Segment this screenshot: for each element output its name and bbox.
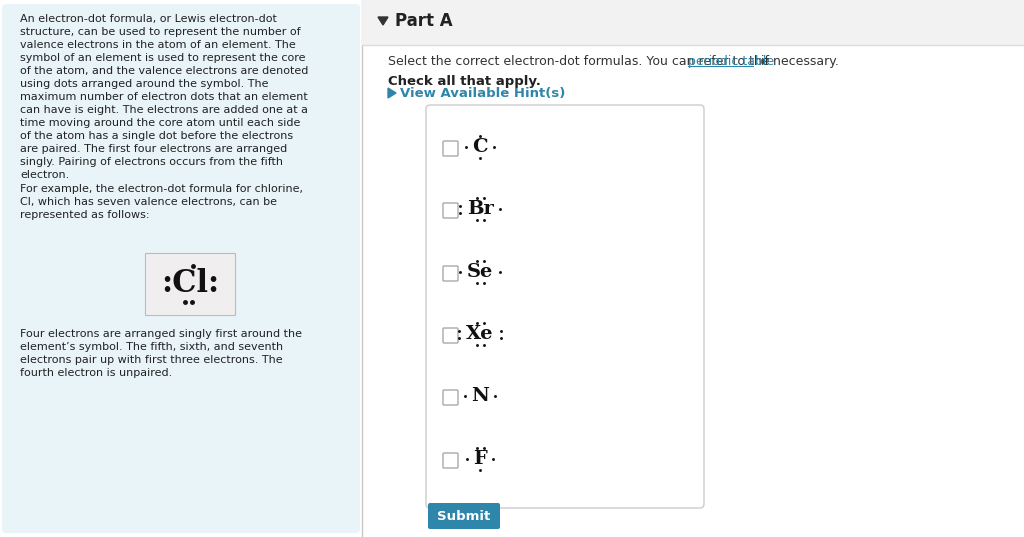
Polygon shape (378, 17, 388, 25)
Text: periodic table: periodic table (688, 55, 774, 68)
Text: Submit: Submit (437, 510, 490, 523)
Text: :Cl:: :Cl: (161, 268, 219, 300)
Text: Br: Br (467, 200, 494, 218)
FancyBboxPatch shape (443, 453, 458, 468)
FancyBboxPatch shape (2, 4, 360, 533)
Text: if necessary.: if necessary. (757, 55, 839, 68)
FancyBboxPatch shape (443, 141, 458, 156)
Text: An electron-dot formula, or Lewis electron-dot
structure, can be used to represe: An electron-dot formula, or Lewis electr… (20, 14, 308, 220)
FancyBboxPatch shape (443, 203, 458, 218)
Bar (362, 0, 1024, 45)
Text: N: N (471, 387, 488, 405)
Text: Part A: Part A (395, 12, 453, 30)
Text: F: F (473, 450, 486, 468)
Text: Se: Se (467, 263, 494, 281)
FancyBboxPatch shape (443, 266, 458, 281)
FancyBboxPatch shape (145, 253, 234, 315)
FancyBboxPatch shape (426, 105, 705, 508)
FancyBboxPatch shape (443, 328, 458, 343)
Text: Xe: Xe (466, 325, 494, 343)
FancyBboxPatch shape (428, 503, 500, 529)
FancyBboxPatch shape (443, 390, 458, 405)
Polygon shape (388, 88, 396, 98)
Text: View Available Hint(s): View Available Hint(s) (400, 86, 565, 99)
Text: Select the correct electron-dot formulas. You can refer to the: Select the correct electron-dot formulas… (388, 55, 773, 68)
Text: Check all that apply.: Check all that apply. (388, 75, 541, 88)
Text: C: C (472, 138, 487, 156)
Text: Four electrons are arranged singly first around the
element’s symbol. The fifth,: Four electrons are arranged singly first… (20, 329, 302, 378)
